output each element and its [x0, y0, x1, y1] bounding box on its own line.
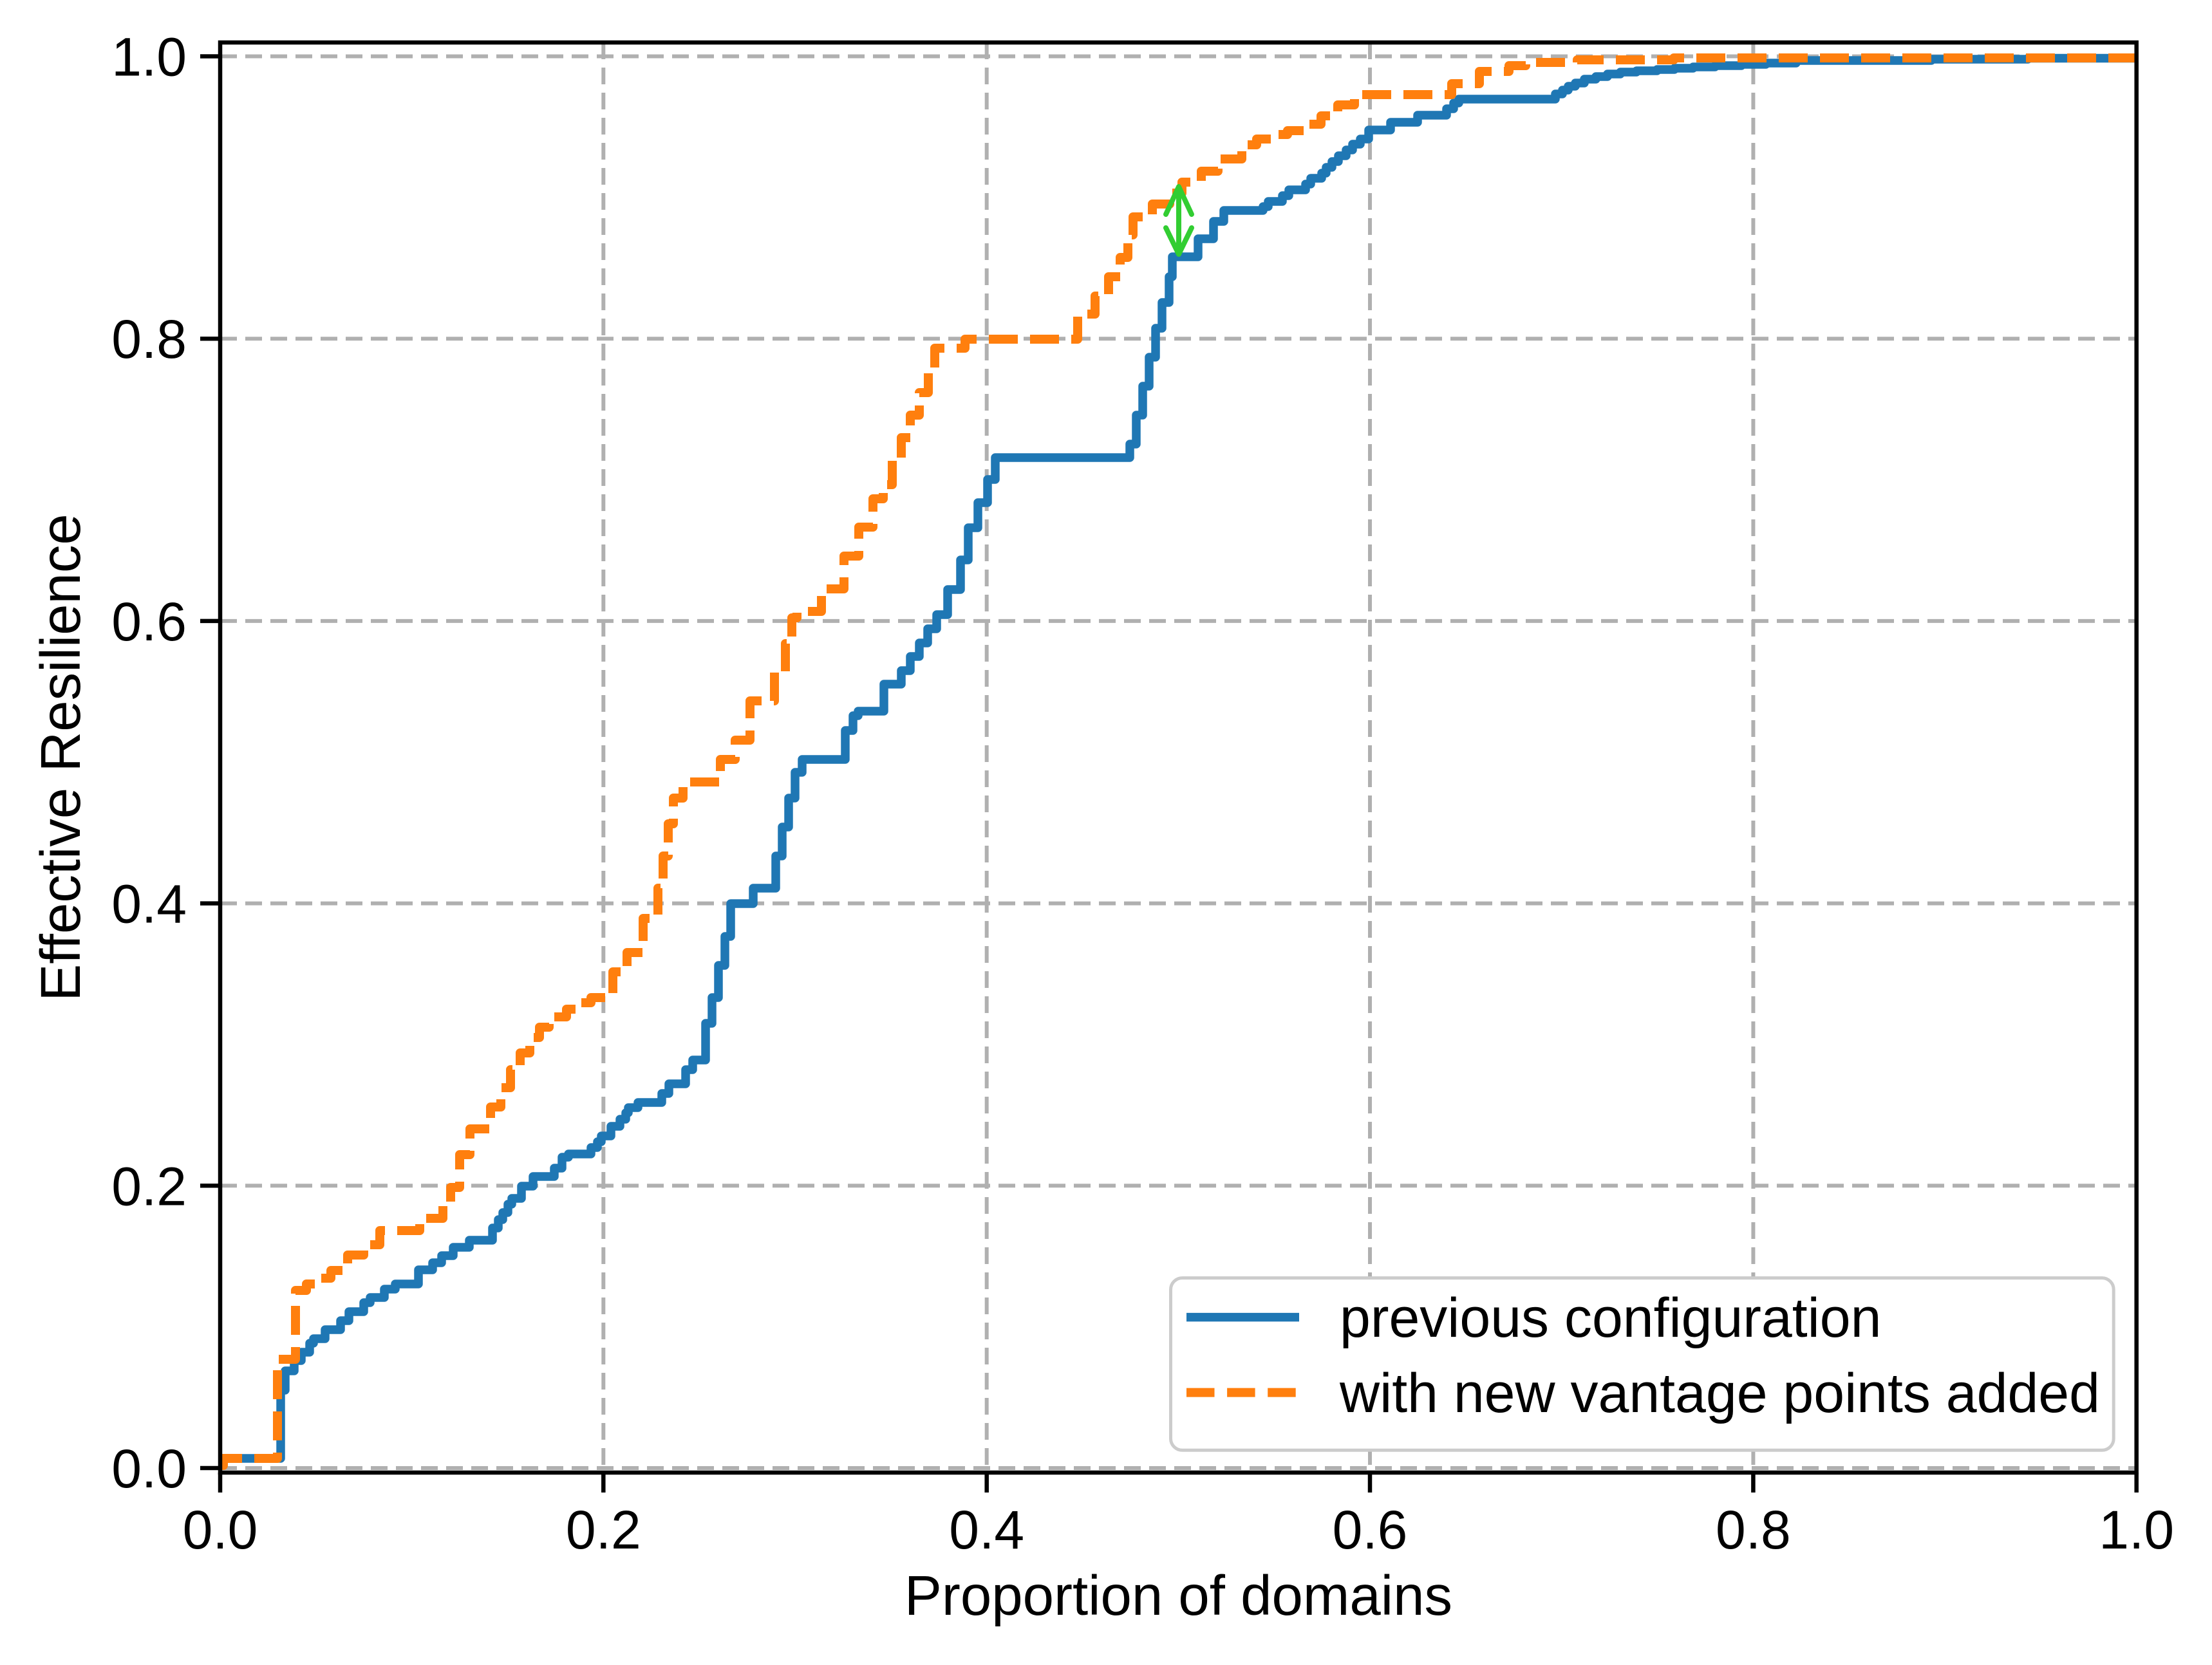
- svg-text:0.6: 0.6: [1333, 1500, 1408, 1560]
- svg-text:Effective Resilience: Effective Resilience: [30, 514, 92, 1001]
- svg-text:0.0: 0.0: [111, 1438, 187, 1499]
- svg-text:0.8: 0.8: [1716, 1500, 1791, 1560]
- svg-text:Proportion of domains: Proportion of domains: [904, 1565, 1452, 1627]
- svg-text:0.4: 0.4: [949, 1500, 1024, 1560]
- svg-text:1.0: 1.0: [111, 27, 187, 88]
- svg-text:with new vantage points added: with new vantage points added: [1339, 1363, 2100, 1424]
- svg-text:0.4: 0.4: [111, 874, 187, 935]
- svg-text:0.0: 0.0: [183, 1500, 258, 1560]
- svg-text:0.2: 0.2: [566, 1500, 641, 1560]
- svg-text:0.8: 0.8: [111, 309, 187, 369]
- svg-text:0.6: 0.6: [111, 591, 187, 652]
- svg-text:previous configuration: previous configuration: [1340, 1287, 1881, 1349]
- svg-text:1.0: 1.0: [2099, 1500, 2174, 1560]
- svg-text:0.2: 0.2: [111, 1156, 187, 1216]
